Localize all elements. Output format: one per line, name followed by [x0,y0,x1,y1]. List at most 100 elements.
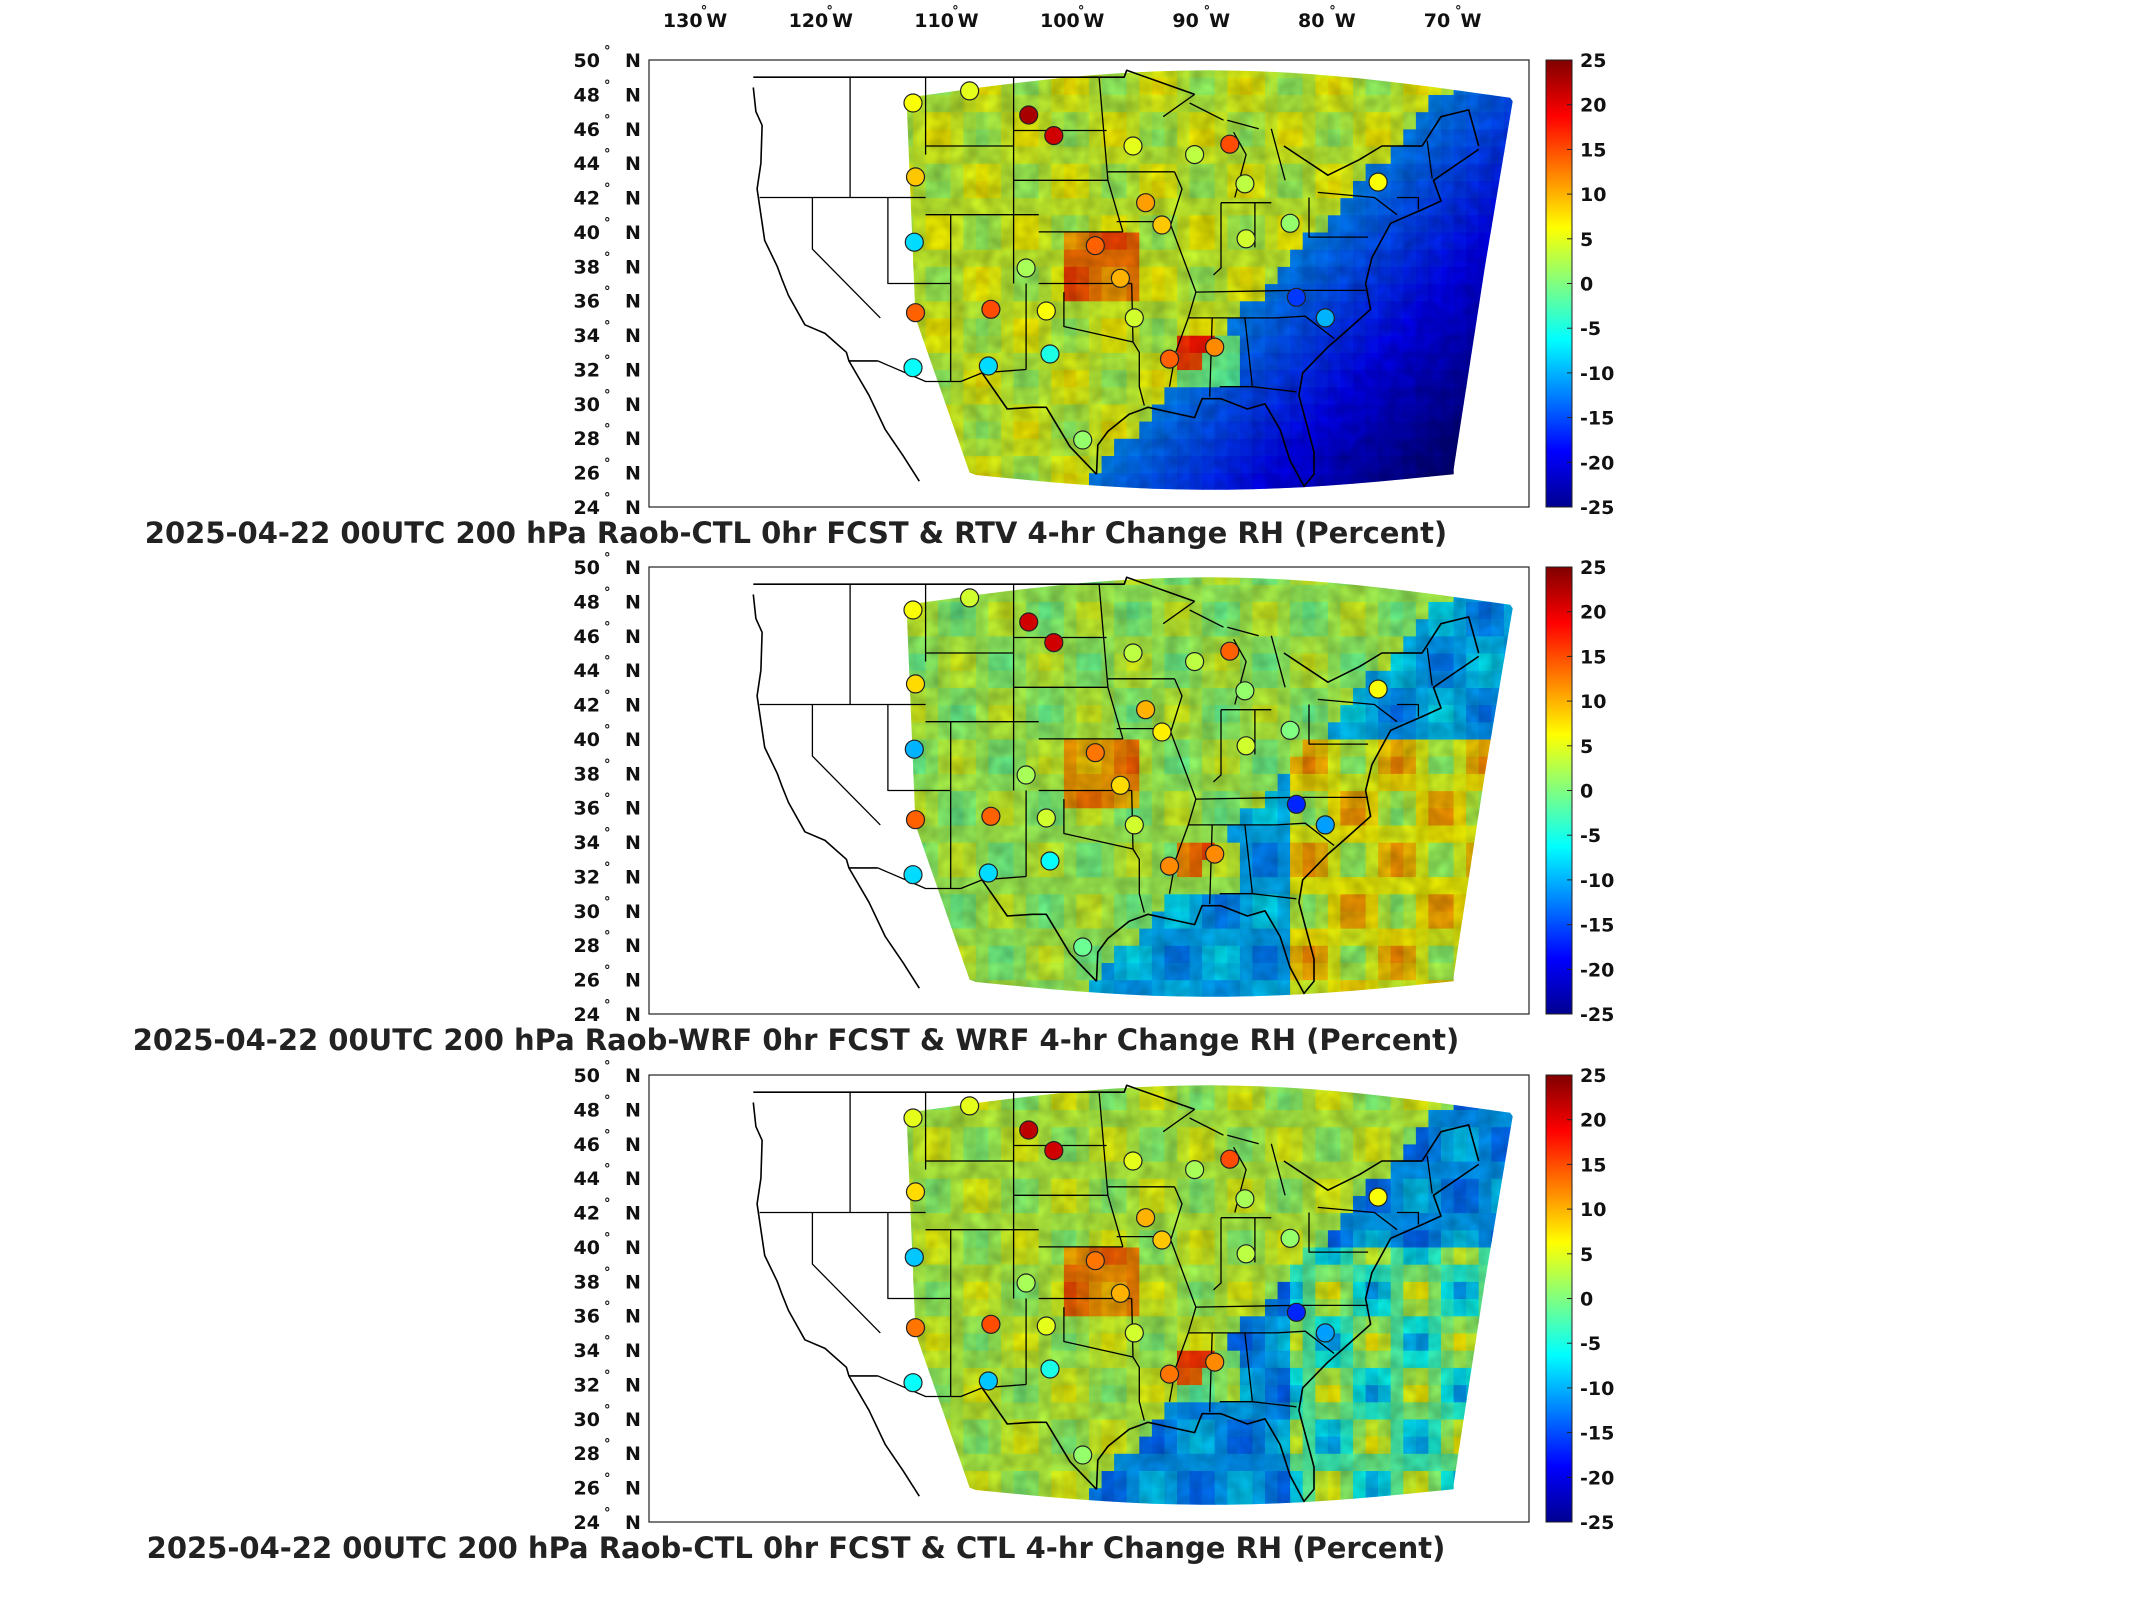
raob-station-marker [1124,815,1144,835]
raob-station-marker [981,806,1001,826]
longitude-label: 130 [663,10,703,32]
longitude-label: 120 [789,10,829,32]
panel-title: 2025-04-22 00UTC 200 hPa Raob-CTL 0hr FC… [147,1531,1446,1565]
latitude-hemisphere: N [625,394,641,416]
degree-symbol: ° [604,1437,611,1452]
raob-station-marker [1368,679,1388,699]
latitude-label: 40 [574,729,600,751]
raob-station-marker [981,299,1001,319]
raob-station-marker [1110,1283,1131,1303]
latitude-hemisphere: N [625,153,641,175]
raob-station-marker [1110,775,1131,795]
raob-stations [903,588,1388,957]
latitude-hemisphere: N [625,557,641,579]
raob-station-marker [1036,301,1056,321]
map-panel-raob-ctl-rtv: 50 ° N48 ° N46 ° N44 ° N42 ° N40 ° N38 ° N36 ° N34 ° N32 ° N… [145,44,1615,550]
raob-station-marker [1235,1189,1255,1209]
raob-station-marker [1019,612,1039,632]
colorbar: 25 20 15 10 5 0 -5 -10 -15 -20 -25 [1545,1065,1614,1534]
raob-station-marker [904,1247,924,1267]
latitude-label: 34 [574,832,600,854]
latitude-label: 42 [574,188,600,210]
degree-symbol: ° [604,147,611,162]
panel-title: 2025-04-22 00UTC 200 hPa Raob-WRF 0hr FC… [133,1023,1460,1057]
latitude-label: 36 [574,798,600,820]
raob-station-marker [978,863,999,883]
latitude-label: 44 [574,660,600,682]
degree-symbol: ° [604,929,611,944]
latitude-label: 48 [574,591,600,613]
latitude-label: 32 [574,1374,600,1396]
colorbar-tick-label: 5 [1580,736,1593,758]
raob-station-marker [1019,1120,1039,1140]
degree-symbol: ° [604,757,611,772]
raob-station-marker [1205,844,1225,864]
latitude-label: 38 [574,763,600,785]
longitude-label: 90 [1172,10,1198,32]
map-panel-raob-ctl-ctl: 50 ° N48 ° N46 ° N44 ° N42 ° N40 ° N38 ° N36 ° N34 ° N32 ° N… [147,1059,1615,1565]
raob-station-marker [903,93,923,113]
raob-station-marker [1019,105,1039,125]
latitude-hemisphere: N [625,1065,641,1087]
latitude-hemisphere: N [625,188,641,210]
degree-symbol: ° [604,585,611,600]
degree-symbol: ° [604,1403,611,1418]
degree-symbol: ° [604,860,611,875]
raob-station-marker [1235,681,1255,701]
longitude-hemisphere: W [1461,10,1482,32]
latitude-hemisphere: N [625,222,641,244]
raob-station-marker [1280,213,1300,233]
latitude-hemisphere: N [625,1409,641,1431]
raob-station-marker [903,358,923,378]
colorbar-tick-label: -25 [1580,1004,1614,1026]
latitude-label: 48 [574,1099,600,1121]
raob-station-marker [905,810,926,830]
latitude-hemisphere: N [625,1512,641,1534]
colorbar-tick-label: 15 [1580,646,1606,668]
raob-station-marker [1016,765,1036,785]
degree-symbol: ° [701,4,708,19]
boundary-lines [752,69,1480,488]
raob-station-marker [1040,344,1060,364]
latitude-label: 34 [574,1340,600,1362]
raob-station-marker [1124,308,1144,328]
degree-symbol: ° [604,1334,611,1349]
degree-symbol: ° [604,1506,611,1521]
latitude-label: 50 [574,1065,600,1087]
latitude-hemisphere: N [625,798,641,820]
longitude-label: 80 [1298,10,1324,32]
colorbar-tick-label: -5 [1580,318,1601,340]
latitude-label: 38 [574,256,600,278]
degree-symbol: ° [1455,4,1462,19]
colorbar-tick-label: -15 [1580,915,1614,937]
longitude-label: 100 [1040,10,1080,32]
degree-symbol: ° [604,216,611,231]
latitude-hemisphere: N [625,695,641,717]
colorbar-tick-label: -15 [1580,408,1614,430]
latitude-label: 28 [574,1443,600,1465]
colorbar-tick-label: -25 [1580,1512,1614,1534]
degree-symbol: ° [604,551,611,566]
latitude-label: 28 [574,935,600,957]
colorbar-tick-label: -20 [1580,452,1614,474]
colorbar-tick-label: 5 [1580,1244,1593,1266]
latitude-hemisphere: N [625,866,641,888]
latitude-hemisphere: N [625,1306,641,1328]
degree-symbol: ° [604,1128,611,1143]
latitude-label: 40 [574,222,600,244]
latitude-hemisphere: N [625,1099,641,1121]
latitude-label: 50 [574,50,600,72]
longitude-label: 110 [914,10,954,32]
raob-station-marker [1135,193,1156,213]
panel-title: 2025-04-22 00UTC 200 hPa Raob-CTL 0hr FC… [145,516,1447,550]
colorbar: 25 20 15 10 5 0 -5 -10 -15 -20 -25 [1545,557,1614,1026]
latitude-axis: 50 ° N 48 ° N 46 ° N 44 ° N 42 ° N 40 ° N 38 ° N 36 ° N 34 ° N 32 ° N… [574,551,641,1026]
latitude-label: 46 [574,626,600,648]
latitude-axis: 50 ° N 48 ° N 46 ° N 44 ° N 42 ° N 40 ° N 38 ° N 36 ° N 34 ° N 32 ° N… [574,1059,641,1534]
latitude-label: 46 [574,119,600,141]
colorbar-tick-label: -10 [1580,870,1614,892]
raob-station-marker [903,1108,923,1128]
degree-symbol: ° [604,1059,611,1074]
raob-station-marker [959,588,980,608]
raob-station-marker [905,674,926,694]
